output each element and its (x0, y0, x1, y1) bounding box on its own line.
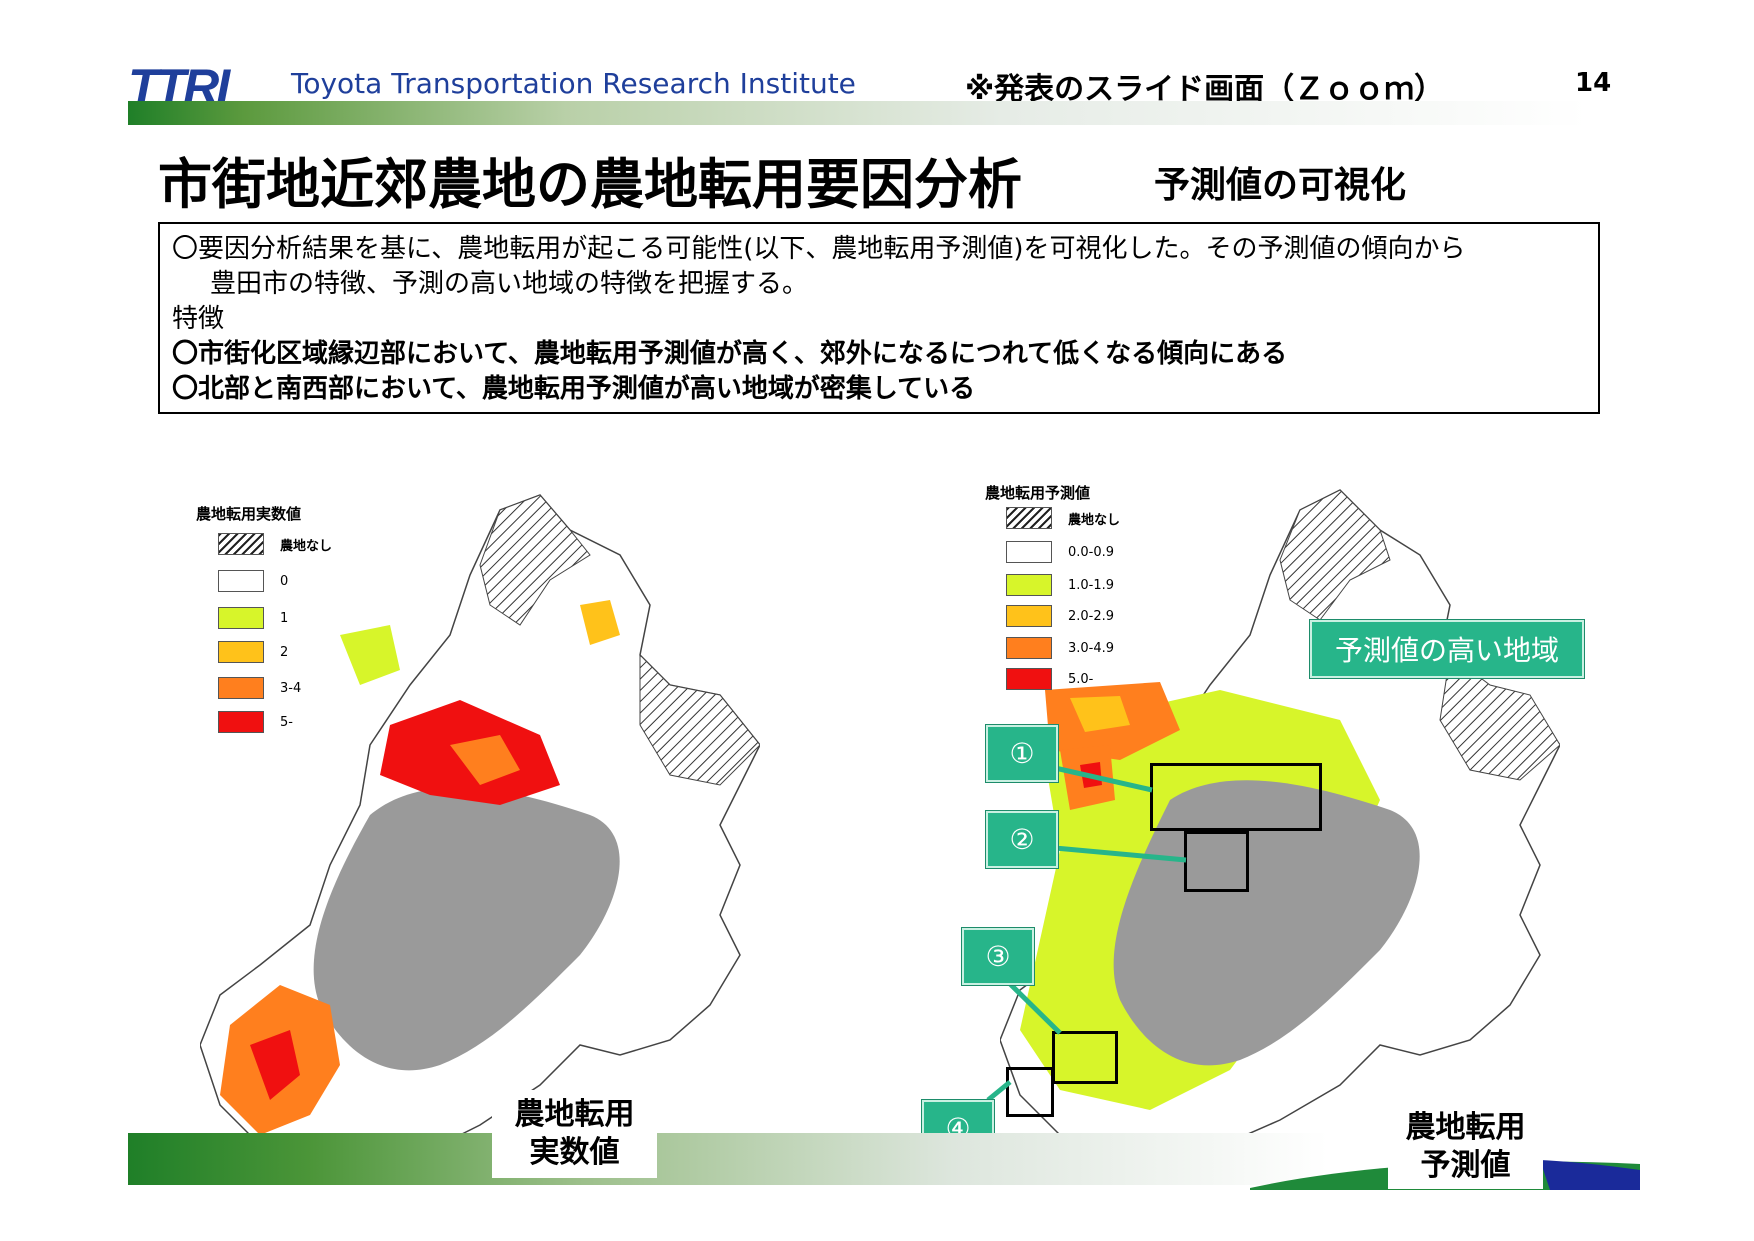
legend-label: 農地なし (280, 535, 332, 554)
legend-title-predicted: 農地転用予測値 (985, 482, 1090, 503)
legend-item: 0 (218, 570, 288, 592)
legend-item: 農地なし (218, 533, 332, 555)
legend-label: 1.0-1.9 (1068, 578, 1114, 593)
summary-heading: 特徴 (172, 302, 1586, 337)
legend-swatch (1006, 574, 1052, 596)
legend-title-actual: 農地転用実数値 (196, 503, 301, 524)
legend-label: 2 (280, 645, 288, 660)
caption-line: 予測値 (1388, 1147, 1543, 1185)
summary-point: 〇市街化区域縁辺部において、農地転用予測値が高く、郊外になるにつれて低くなる傾向… (172, 337, 1586, 372)
legend-label: 3.0-4.9 (1068, 641, 1114, 656)
legend-item: 0.0-0.9 (1006, 541, 1114, 563)
legend-swatch (218, 711, 264, 733)
legend-swatch (1006, 605, 1052, 627)
legend-item: 3.0-4.9 (1006, 637, 1114, 659)
highlight-area-4 (1006, 1067, 1054, 1117)
legend-label: 2.0-2.9 (1068, 609, 1114, 624)
legend-swatch (218, 533, 264, 555)
legend-item: 5.0- (1006, 668, 1093, 690)
caption-line: 実数値 (492, 1134, 657, 1172)
callout-2: ② (986, 811, 1058, 868)
caption-line: 農地転用 (492, 1096, 657, 1134)
highlight-area-3 (1052, 1031, 1118, 1084)
legend-swatch (218, 677, 264, 699)
page-subtitle: 予測値の可視化 (1154, 156, 1406, 208)
legend-item: 3-4 (218, 677, 301, 699)
legend-item: 5- (218, 711, 293, 733)
legend-label: 農地なし (1068, 509, 1120, 528)
legend-item: 1.0-1.9 (1006, 574, 1114, 596)
summary-box: 〇要因分析結果を基に、農地転用が起こる可能性(以下、農地転用予測値)を可視化した… (158, 222, 1600, 414)
highlight-area-1 (1150, 763, 1322, 831)
legend-swatch (1006, 541, 1052, 563)
high-prediction-area-label: 予測値の高い地域 (1310, 620, 1584, 678)
legend-item: 2 (218, 641, 288, 663)
caption-line: 農地転用 (1388, 1109, 1543, 1147)
legend-item: 1 (218, 607, 288, 629)
page-title: 市街地近郊農地の農地転用要因分析 (158, 140, 1022, 219)
institute-name: Toyota Transportation Research Institute (291, 67, 856, 100)
summary-point: 〇北部と南西部において、農地転用予測値が高い地域が密集している (172, 372, 1586, 407)
legend-label: 0 (280, 574, 288, 589)
legend-label: 5.0- (1068, 672, 1093, 687)
legend-label: 1 (280, 611, 288, 626)
summary-line: 豊田市の特徴、予測の高い地域の特徴を把握する。 (172, 267, 1586, 302)
legend-swatch (1006, 668, 1052, 690)
legend-label: 5- (280, 715, 293, 730)
legend-label: 0.0-0.9 (1068, 545, 1114, 560)
legend-swatch (218, 641, 264, 663)
summary-line: 〇要因分析結果を基に、農地転用が起こる可能性(以下、農地転用予測値)を可視化した… (172, 232, 1586, 267)
legend-label: 3-4 (280, 681, 301, 696)
caption-actual: 農地転用 実数値 (492, 1090, 657, 1178)
header-divider (128, 101, 1588, 125)
legend-swatch (218, 570, 264, 592)
page-number: 14 (1575, 68, 1611, 98)
highlight-area-2 (1184, 831, 1249, 892)
legend-swatch (218, 607, 264, 629)
legend-swatch (1006, 637, 1052, 659)
callout-1: ① (986, 725, 1058, 782)
legend-item: 農地なし (1006, 507, 1120, 529)
callout-3: ③ (962, 928, 1034, 985)
caption-predicted: 農地転用 予測値 (1388, 1105, 1543, 1189)
legend-swatch (1006, 507, 1052, 529)
legend-item: 2.0-2.9 (1006, 605, 1114, 627)
